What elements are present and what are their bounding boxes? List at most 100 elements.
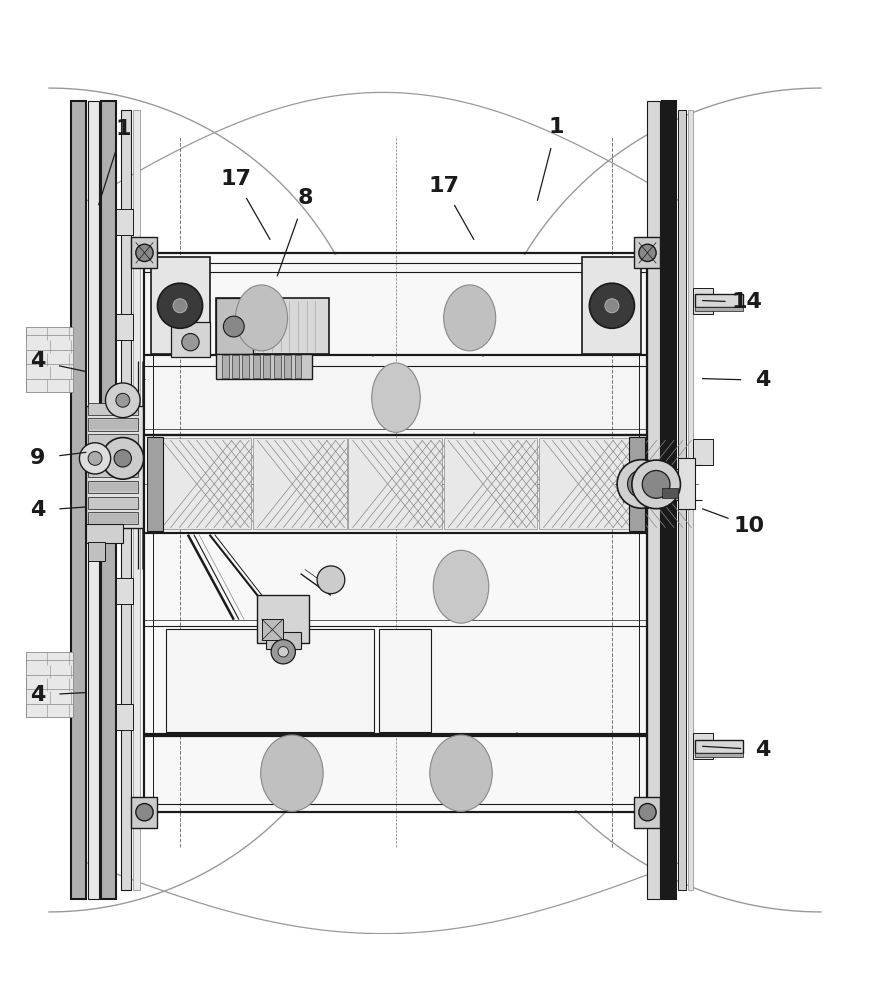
Bar xyxy=(88,434,138,446)
Bar xyxy=(116,209,133,235)
Bar xyxy=(216,298,328,354)
Bar xyxy=(150,257,209,354)
Bar xyxy=(86,406,143,528)
Bar xyxy=(634,797,660,828)
Bar xyxy=(677,458,694,509)
Text: 4: 4 xyxy=(30,351,45,371)
Text: 10: 10 xyxy=(733,516,764,536)
Bar xyxy=(116,704,133,730)
Bar xyxy=(581,257,640,354)
Circle shape xyxy=(157,283,202,328)
Circle shape xyxy=(316,566,344,594)
Circle shape xyxy=(641,471,669,498)
Circle shape xyxy=(638,244,655,262)
Circle shape xyxy=(102,438,143,479)
Text: 1: 1 xyxy=(548,117,563,137)
Circle shape xyxy=(627,470,654,498)
Bar xyxy=(661,488,677,498)
Bar xyxy=(242,355,249,378)
Bar xyxy=(694,307,742,311)
Circle shape xyxy=(271,640,295,664)
Circle shape xyxy=(173,299,187,313)
Circle shape xyxy=(114,450,131,467)
Circle shape xyxy=(182,333,199,351)
Bar xyxy=(232,355,239,378)
Bar xyxy=(677,110,686,890)
Text: 4: 4 xyxy=(30,685,45,705)
Bar xyxy=(70,101,86,899)
Bar xyxy=(88,418,138,431)
Text: 17: 17 xyxy=(428,176,459,196)
Circle shape xyxy=(616,460,665,508)
Circle shape xyxy=(116,393,129,407)
Bar xyxy=(146,736,645,810)
Ellipse shape xyxy=(443,285,495,351)
Bar xyxy=(146,357,645,432)
Circle shape xyxy=(223,316,244,337)
Bar xyxy=(86,524,123,543)
Circle shape xyxy=(588,283,634,328)
Text: 14: 14 xyxy=(731,292,762,312)
Bar xyxy=(222,355,229,378)
Bar xyxy=(90,483,136,491)
Bar xyxy=(687,110,693,890)
Bar xyxy=(263,355,270,378)
Bar xyxy=(88,542,105,561)
Bar xyxy=(121,110,131,890)
Bar xyxy=(216,298,253,354)
Bar xyxy=(253,355,260,378)
Bar xyxy=(443,438,537,529)
Circle shape xyxy=(638,804,655,821)
Bar xyxy=(284,355,291,378)
Bar xyxy=(661,101,675,899)
Bar xyxy=(634,237,660,268)
Text: 8: 8 xyxy=(297,188,312,208)
Bar xyxy=(147,437,163,531)
Bar xyxy=(274,355,281,378)
Circle shape xyxy=(105,383,140,418)
Text: 1: 1 xyxy=(115,119,130,139)
Bar xyxy=(694,740,742,753)
Circle shape xyxy=(88,451,102,465)
Circle shape xyxy=(631,460,680,509)
Bar xyxy=(131,237,157,268)
Text: 17: 17 xyxy=(220,169,251,189)
Ellipse shape xyxy=(261,735,322,811)
Bar xyxy=(146,536,645,732)
Bar xyxy=(166,629,374,732)
Text: 4: 4 xyxy=(754,370,770,390)
Bar xyxy=(101,101,116,899)
Bar xyxy=(133,110,140,890)
Circle shape xyxy=(136,804,153,821)
Bar xyxy=(90,451,136,460)
Bar xyxy=(26,652,73,717)
Bar xyxy=(90,420,136,429)
Bar xyxy=(88,465,138,477)
Circle shape xyxy=(79,443,110,474)
Bar xyxy=(693,439,712,465)
Bar xyxy=(131,797,157,828)
Bar xyxy=(216,354,311,379)
Circle shape xyxy=(604,299,618,313)
Bar xyxy=(262,619,283,640)
Bar xyxy=(628,437,644,531)
Bar xyxy=(147,437,644,531)
Bar xyxy=(660,469,681,500)
Bar xyxy=(146,255,645,355)
Circle shape xyxy=(278,647,289,657)
Ellipse shape xyxy=(433,550,488,623)
Bar xyxy=(378,629,430,732)
Bar xyxy=(539,438,632,529)
Ellipse shape xyxy=(429,735,492,811)
Bar xyxy=(693,733,712,759)
Bar xyxy=(88,481,138,493)
Bar xyxy=(116,439,133,465)
Bar xyxy=(88,450,138,462)
Bar xyxy=(171,322,210,357)
Text: 4: 4 xyxy=(754,740,770,760)
Bar xyxy=(348,438,441,529)
Bar xyxy=(266,632,300,649)
Ellipse shape xyxy=(371,363,420,432)
Bar xyxy=(647,101,660,899)
Bar xyxy=(157,438,251,529)
